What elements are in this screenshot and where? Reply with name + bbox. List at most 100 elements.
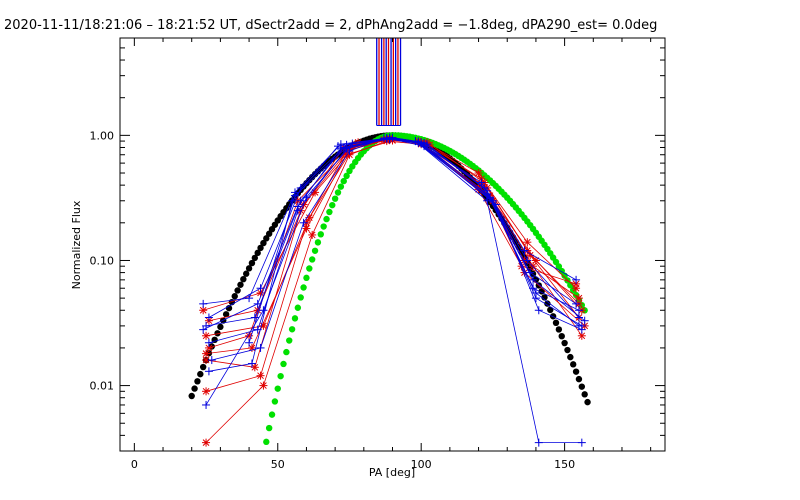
model-point [317,231,324,238]
data-point [474,169,483,178]
x-tick-label: 150 [554,458,575,471]
model-point [251,254,259,262]
model-point [555,326,563,333]
data-point [204,367,213,376]
model-point [300,284,307,291]
data-point [572,275,581,284]
data-point [202,400,211,409]
model-point [555,263,563,270]
data-point [256,284,265,293]
data-point [574,294,583,303]
model-point [297,294,304,301]
y-axis-label: Normalized Flux [70,200,83,289]
model-point [243,270,250,277]
model-point [271,398,279,405]
model-point [578,383,586,390]
model-point [199,363,207,371]
model-point [329,201,336,209]
data-point [202,387,211,396]
model-point [288,326,296,333]
data-point [531,288,540,297]
model-point [567,353,574,361]
model-point [303,274,310,282]
model-point [217,323,224,331]
data-point [199,325,208,334]
model-point [572,368,580,375]
model-point [268,411,276,418]
model-point [306,265,313,272]
data-point [574,321,583,330]
y-tick-label: 0.10 [90,254,115,267]
data-point [520,246,529,255]
model-point [248,259,256,267]
chart-title: 2020-11-11/18:21:06 – 18:21:52 UT, dSect… [4,18,657,33]
data-point [534,438,543,447]
model-point [308,256,316,263]
model-point [263,438,270,446]
data-point [253,299,262,308]
data-point [308,230,317,239]
data-point [480,183,489,192]
model-point [291,315,299,322]
data-point [385,134,394,143]
model-point [561,339,568,347]
model-point [240,275,247,283]
data-point [534,306,543,315]
series-line [248,138,582,444]
data-point [204,338,213,347]
model-point [320,223,327,230]
model-point [194,378,201,385]
model-point [541,294,548,301]
data-point [311,188,320,197]
data-point [529,275,538,284]
data-point [302,224,311,233]
data-point [299,218,308,227]
data-point [256,371,265,380]
model-point [558,332,565,340]
model-point [340,177,347,185]
y-tick-label: 0.01 [90,380,115,393]
data-point [574,306,583,315]
x-tick-label: 100 [411,458,432,471]
model-point [237,281,244,288]
data-point [531,256,540,265]
model-point [575,375,583,383]
model-point [188,392,195,400]
model-point [231,293,238,300]
model-point [570,361,577,368]
data-point [199,299,208,308]
model-point [337,183,345,190]
model-point [197,370,204,378]
data-point [572,299,581,308]
data-point [293,202,302,211]
model-point [191,385,198,392]
data-point [290,191,299,200]
model-point [584,398,591,406]
data-point [202,438,211,447]
data-point [259,306,268,315]
data-point [483,196,492,205]
model-point [234,287,241,294]
model-point [346,167,353,175]
model-point [257,244,264,252]
y-tick-label: 1.00 [90,129,115,142]
data-point [250,313,259,322]
data-point [529,284,538,293]
data-point [207,356,216,365]
data-point [477,178,486,187]
model-point [274,385,281,392]
model-point [294,304,302,311]
series-line [203,138,580,330]
data-point [523,256,532,265]
data-point [202,349,211,358]
model-point [286,337,293,344]
model-point [245,265,253,272]
model-point [547,306,554,314]
model-point [263,235,270,242]
data-point [256,343,265,352]
model-point [283,348,290,356]
model-point [314,239,322,246]
data-point [245,294,254,303]
data-point [577,331,586,340]
